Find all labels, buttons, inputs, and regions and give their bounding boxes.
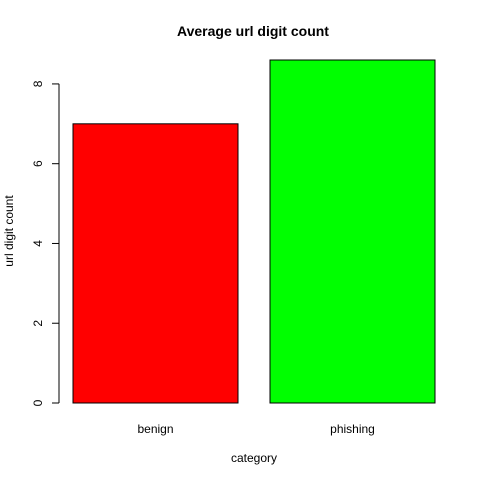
y-tick-label: 0	[31, 399, 45, 406]
bars-layer	[72, 59, 436, 404]
bar-benign	[72, 123, 239, 404]
y-axis-label: url digit count	[2, 195, 16, 267]
y-tick-label: 4	[31, 240, 45, 247]
chart-title: Average url digit count	[177, 23, 329, 39]
x-tick-label-benign: benign	[137, 422, 173, 436]
y-axis: 0 2 4 6 8	[31, 80, 60, 406]
y-tick-label: 8	[31, 80, 45, 87]
x-axis-label: category	[231, 451, 277, 465]
y-tick-label: 6	[31, 160, 45, 167]
x-axis-labels: benign phishing	[137, 422, 374, 436]
x-tick-label-phishing: phishing	[330, 422, 375, 436]
y-tick-label: 2	[31, 320, 45, 327]
bar-phishing	[269, 59, 436, 404]
